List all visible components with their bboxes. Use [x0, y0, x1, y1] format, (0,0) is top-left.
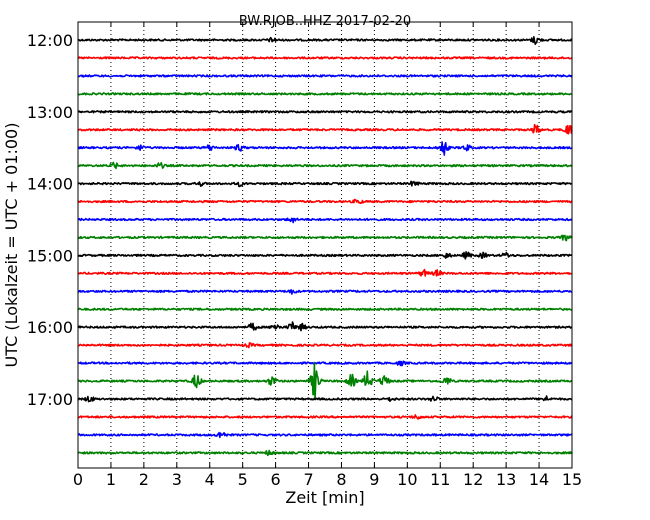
trace-1530: [77, 288, 573, 295]
trace-1630: [77, 360, 573, 367]
trace-1200: [77, 36, 573, 46]
trace-1230: [77, 74, 573, 78]
trace-1345: [77, 161, 573, 170]
y-tick-label: 13:00: [27, 103, 73, 122]
trace-1730: [77, 431, 573, 439]
x-tick-label: 14: [529, 470, 549, 489]
trace-1500: [77, 251, 573, 260]
trace-1415: [77, 198, 573, 205]
x-tick-label: 7: [303, 470, 313, 489]
x-tick-label: 11: [430, 470, 450, 489]
trace-1600: [77, 321, 573, 332]
trace-1515: [77, 268, 573, 277]
y-tick-label: 15:00: [27, 246, 73, 265]
trace-1400: [77, 180, 573, 188]
trace-1545: [77, 307, 573, 311]
trace-layer: [77, 36, 573, 457]
trace-1245: [77, 92, 573, 96]
x-tick-label: 2: [139, 470, 149, 489]
y-tick-label: 16:00: [27, 318, 73, 337]
y-tick-label: 12:00: [27, 31, 73, 50]
x-tick-label: 10: [397, 470, 417, 489]
trace-1300: [77, 110, 573, 114]
x-tick-label: 5: [238, 470, 248, 489]
x-tick-label: 12: [463, 470, 483, 489]
grid-layer: [110, 22, 540, 468]
trace-1445: [77, 234, 573, 242]
x-tick-label: 6: [271, 470, 281, 489]
x-tick-label: 4: [205, 470, 215, 489]
trace-1430: [77, 217, 573, 224]
trace-1700: [77, 395, 573, 403]
plot-frame: [77, 21, 573, 469]
x-tick-label: 15: [562, 470, 582, 489]
trace-1745: [77, 449, 573, 457]
y-axis-label: UTC (Lokalzeit = UTC + 01:00): [2, 123, 21, 368]
x-tick-label: 8: [336, 470, 346, 489]
y-tick-label: 14:00: [27, 175, 73, 194]
x-tick-label: 13: [496, 470, 516, 489]
trace-1315: [77, 123, 573, 135]
trace-1715: [77, 414, 573, 420]
trace-1330: [77, 141, 573, 156]
tick-layer: 0 1 2 3 4 5 6 7 8 9 10 11 12 13 14 1512:0013:0014:0015:…: [27, 22, 582, 489]
x-tick-label: 0: [73, 470, 83, 489]
y-tick-label: 17:00: [27, 390, 73, 409]
x-tick-label: 3: [172, 470, 182, 489]
x-axis-label: Zeit [min]: [285, 488, 364, 507]
trace-1215: [77, 56, 573, 60]
x-tick-label: 9: [369, 470, 379, 489]
trace-1645: [77, 362, 573, 401]
trace-1615: [77, 342, 573, 349]
x-tick-label: 1: [106, 470, 116, 489]
